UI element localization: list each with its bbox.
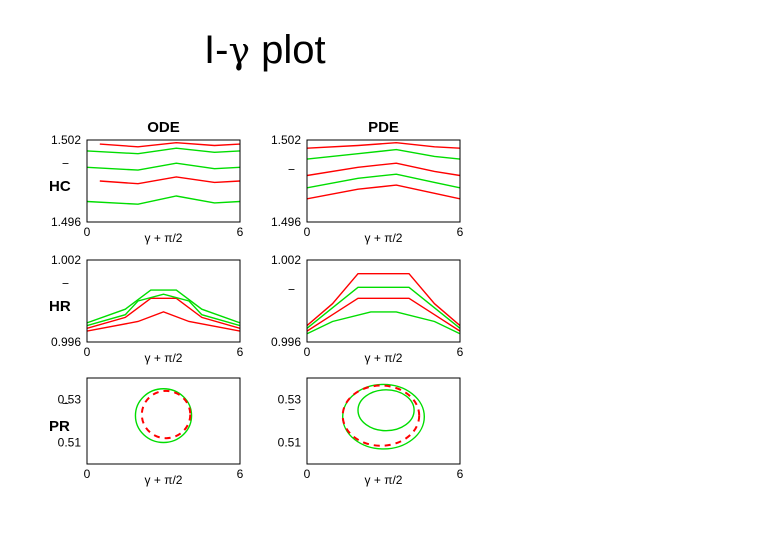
pde-hr-xtick-1: 6	[457, 345, 464, 359]
pde-hr-series-0	[307, 273, 460, 327]
ode-hc-series-2	[87, 162, 240, 171]
ode-pr-xlabel: γ + π/2	[145, 473, 183, 487]
ode-pr-xtick-1: 6	[237, 467, 244, 481]
pde-hr-xlabel: γ + π/2	[365, 351, 403, 365]
ode-pr-xtick-0: 0	[84, 467, 91, 481]
ode-hc-series-1	[87, 147, 240, 155]
pde-hc-series-2	[307, 162, 460, 177]
title-prefix: I-	[204, 28, 229, 72]
ode-hr-series-3	[87, 311, 240, 332]
ode-hc-ytick-0: 1.502	[51, 133, 81, 147]
ode-hc-xtick-0: 0	[84, 225, 91, 239]
ode-hr-xlabel: γ + π/2	[145, 351, 183, 365]
ode-hr-xtick-1: 6	[237, 345, 244, 359]
pde-hr-frame	[306, 259, 461, 343]
ode-pr-ytick-0: 0.53	[58, 393, 82, 407]
pde-hc-ytick-0: 1.502	[271, 133, 301, 147]
pde-pr-loop-2	[357, 389, 415, 432]
pde-pr-ylabel-bar: ‾	[288, 408, 295, 425]
ode-pr-loop-1	[140, 389, 192, 440]
pde-hc-frame	[306, 139, 461, 223]
ode-hr-series-0	[87, 297, 240, 329]
ode-hc-ylabel: HC	[49, 178, 71, 195]
pde-hc-xtick-0: 0	[304, 225, 311, 239]
pde-pr-loop-0	[342, 383, 426, 450]
pde-pr-xlabel: γ + π/2	[365, 473, 403, 487]
ode-hr-xtick-0: 0	[84, 345, 91, 359]
ode-hr-series-2	[87, 293, 240, 327]
ode-hc-ytick-1: 1.496	[51, 215, 81, 229]
pde-hr-series-2	[307, 297, 460, 332]
ode-hc-xtick-1: 6	[237, 225, 244, 239]
ode-pr-loop-0	[134, 388, 193, 444]
pde-pr-ytick-1: 0.51	[278, 436, 302, 450]
pde-hc-series-4	[307, 184, 460, 200]
pde-hc-series-0	[307, 141, 460, 149]
pde-hr-ytick-1: 0.996	[271, 335, 301, 349]
pde-hr-xtick-0: 0	[304, 345, 311, 359]
title-gamma-symbol: γ	[228, 31, 250, 72]
ode-hc-ylabel-bar: ‾	[62, 162, 69, 179]
ode-pr-ytick-1: 0.51	[58, 436, 82, 450]
pde-hc-xlabel: γ + π/2	[365, 231, 403, 245]
pde-pr-loop-1	[341, 384, 421, 447]
ode-hr-series-1	[87, 289, 240, 324]
pde-pr-xtick-0: 0	[304, 467, 311, 481]
ode-pr-ylabel-bar: ‾	[62, 402, 69, 419]
ode-hr-ylabel-bar: ‾	[62, 282, 69, 299]
ode-hc-frame	[86, 139, 241, 223]
pde-hr-ylabel-bar: ‾	[288, 288, 295, 305]
ode-hr-ytick-0: 1.002	[51, 253, 81, 267]
pde-hc-title: PDE	[368, 119, 399, 136]
pde-hr-series-3	[307, 311, 460, 335]
ode-hr-ytick-1: 0.996	[51, 335, 81, 349]
ode-hc-series-0	[99, 141, 240, 148]
ode-hr-frame	[86, 259, 241, 343]
ode-hr-ylabel: HR	[49, 298, 71, 315]
ode-pr-frame	[86, 377, 241, 465]
pde-hr-series-1	[307, 286, 460, 329]
pde-hc-series-1	[307, 148, 460, 160]
title-suffix: plot	[249, 28, 326, 72]
pde-pr-xtick-1: 6	[457, 467, 464, 481]
pde-hr-ytick-0: 1.002	[271, 253, 301, 267]
ode-hc-series-3	[99, 176, 240, 185]
pde-hc-ylabel-bar: ‾	[288, 168, 295, 185]
ode-hc-series-4	[87, 195, 240, 205]
pde-hc-xtick-1: 6	[457, 225, 464, 239]
pde-pr-frame	[306, 377, 461, 465]
ode-hc-xlabel: γ + π/2	[145, 231, 183, 245]
ode-hc-title: ODE	[147, 119, 180, 136]
pde-hc-series-3	[307, 173, 460, 189]
pde-pr-ytick-0: 0.53	[278, 393, 302, 407]
slide-title: I-γ plot	[204, 26, 326, 76]
pde-hc-ytick-1: 1.496	[271, 215, 301, 229]
ode-pr-ylabel: PR	[49, 418, 70, 435]
